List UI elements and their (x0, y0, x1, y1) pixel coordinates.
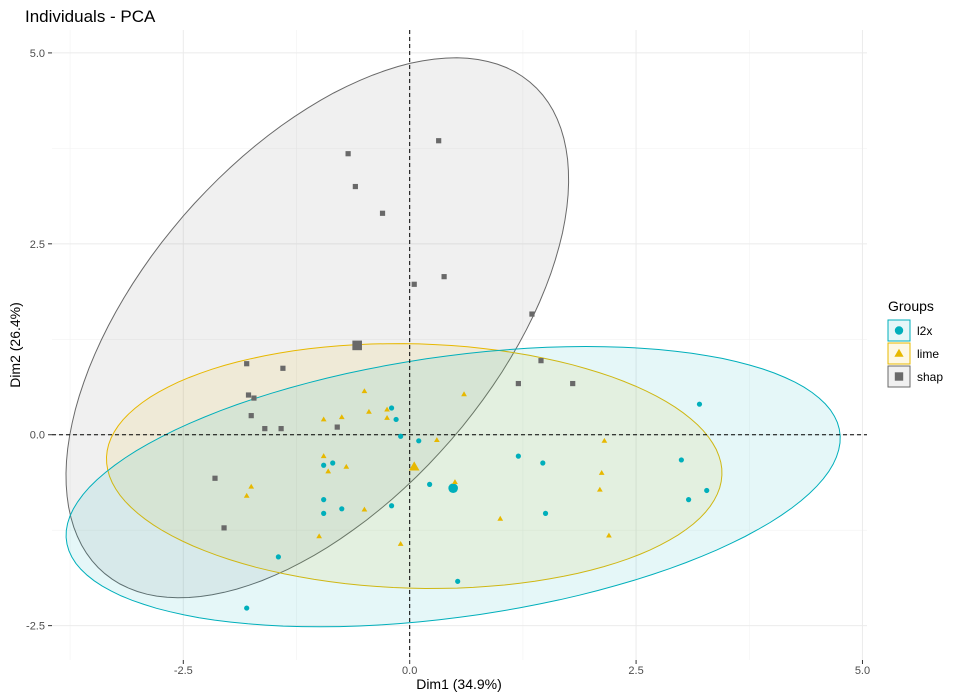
point-shap (570, 380, 576, 387)
point-l2x (321, 510, 327, 516)
point-shap (251, 395, 257, 401)
data-points (212, 138, 710, 611)
point-l2x (455, 578, 461, 584)
point-l2x (678, 457, 684, 463)
x-tick-label: 2.5 (628, 665, 643, 677)
point-l2x (704, 487, 710, 494)
point-lime (316, 533, 322, 539)
point-lime (497, 515, 504, 521)
point-shap (538, 358, 544, 364)
point-lime (361, 506, 368, 512)
point-lime (461, 391, 467, 397)
point-lime (601, 437, 608, 443)
point-l2x (416, 438, 422, 444)
x-axis-label: Dim1 (34.9%) (416, 676, 502, 692)
point-lime (397, 540, 404, 546)
point-shap (379, 210, 386, 216)
centroid-l2x (448, 483, 458, 493)
point-shap (411, 281, 417, 287)
point-shap (529, 311, 535, 317)
point-lime (597, 486, 603, 492)
legend-item-lime: lime (887, 342, 939, 365)
point-l2x (540, 460, 546, 466)
point-lime (384, 406, 390, 412)
legend-marker-lime (894, 348, 904, 357)
legend-item-l2x: l2x (887, 319, 932, 342)
legend-marker-shap (894, 372, 904, 381)
point-shap (245, 392, 252, 398)
point-shap (515, 380, 521, 387)
point-shap (212, 475, 218, 481)
x-tick-label: -2.5 (174, 665, 193, 677)
point-l2x (388, 503, 395, 509)
point-lime (598, 469, 605, 475)
point-l2x (330, 460, 336, 466)
point-lime (320, 416, 327, 422)
point-shap (345, 151, 351, 157)
point-shap (436, 138, 442, 144)
point-shap (280, 365, 286, 371)
legend-label-shap: shap (917, 370, 943, 384)
point-lime (434, 437, 440, 443)
point-l2x (321, 462, 327, 468)
plot-panel (52, 30, 867, 660)
legend-label-lime: lime (917, 347, 939, 361)
y-tick-label: 5.0 (30, 48, 45, 60)
point-l2x (339, 506, 345, 512)
y-tick-label: 2.5 (30, 239, 45, 251)
ellipse-shap (65, 57, 570, 599)
legend-item-shap: shap (887, 365, 943, 388)
legend-marker-l2x (894, 326, 904, 335)
y-axis-label: Dim2 (26.4%) (7, 302, 23, 388)
legend-title: Groups (888, 298, 934, 314)
point-lime (248, 483, 255, 489)
legend-label-l2x: l2x (917, 324, 932, 338)
point-l2x (321, 497, 327, 503)
axis-ticks: -2.5 0.0 2.5 5.0 -2.5 0.0 2.5 5.0 (26, 48, 870, 677)
point-lime (606, 532, 612, 538)
centroid-lime (408, 461, 420, 471)
point-shap (244, 361, 250, 367)
point-l2x (542, 510, 549, 516)
chart-title: Individuals - PCA (25, 7, 156, 26)
point-l2x (275, 554, 281, 560)
y-tick-label: 0.0 (30, 430, 45, 442)
x-tick-label: 0.0 (402, 665, 417, 677)
point-lime (366, 408, 372, 414)
y-tick-label: -2.5 (26, 621, 45, 633)
point-lime (361, 388, 368, 394)
point-l2x (515, 453, 521, 459)
point-shap (221, 525, 227, 531)
point-shap (334, 424, 340, 430)
point-lime (338, 414, 345, 420)
point-shap (248, 413, 254, 419)
point-l2x (388, 405, 395, 411)
point-lime (325, 468, 332, 474)
centroid-shap (352, 340, 362, 351)
point-l2x (398, 433, 404, 439)
x-tick-label: 5.0 (855, 665, 870, 677)
point-l2x (696, 401, 703, 407)
reference-lines (52, 30, 867, 660)
point-l2x (427, 481, 433, 487)
point-lime (452, 479, 458, 485)
point-l2x (393, 416, 399, 423)
point-shap (352, 183, 358, 190)
point-shap (278, 426, 284, 432)
point-lime (243, 492, 250, 498)
point-lime (320, 453, 327, 459)
point-shap (441, 274, 447, 280)
point-lime (343, 463, 350, 469)
point-shap (262, 426, 268, 432)
point-l2x (686, 497, 692, 503)
legend: Groups l2x lime shap (887, 298, 943, 388)
point-l2x (244, 605, 250, 611)
point-lime (384, 414, 390, 420)
